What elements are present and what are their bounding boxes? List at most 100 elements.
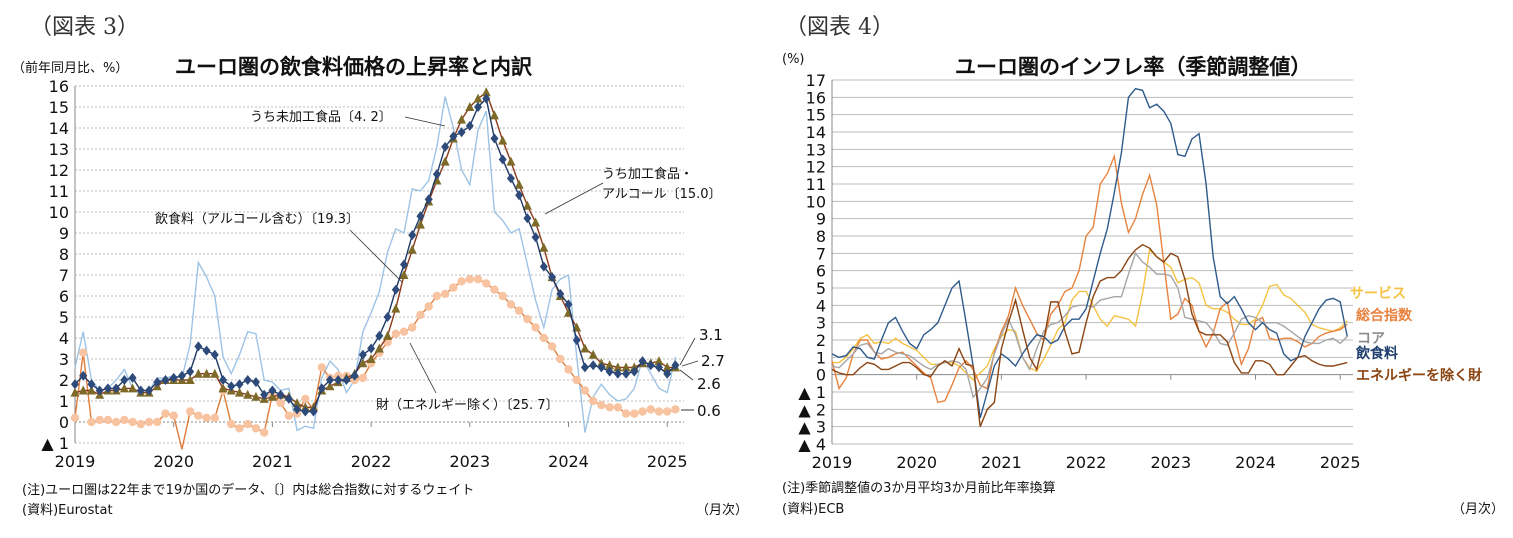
data-point xyxy=(79,348,88,357)
data-point xyxy=(564,299,573,310)
data-point xyxy=(489,110,499,120)
data-point xyxy=(613,403,623,412)
data-point xyxy=(490,285,499,294)
data-point xyxy=(235,387,244,397)
data-point xyxy=(391,329,400,338)
data-point xyxy=(556,354,565,364)
data-point xyxy=(671,405,680,414)
data-point xyxy=(474,102,483,112)
data-point xyxy=(260,389,269,400)
data-point xyxy=(440,156,450,166)
leader-food-total xyxy=(349,229,403,283)
series-line xyxy=(74,91,676,408)
data-point xyxy=(465,120,474,131)
data-point xyxy=(432,169,441,180)
x-tick-label: 2020 xyxy=(896,453,937,472)
data-point xyxy=(71,379,79,390)
data-point xyxy=(523,314,532,324)
x-tick-label: 2024 xyxy=(548,452,589,471)
data-point xyxy=(317,363,326,372)
data-point xyxy=(235,424,244,433)
data-point xyxy=(128,417,137,427)
data-point xyxy=(391,303,401,313)
data-point xyxy=(235,379,244,390)
series-processed xyxy=(70,87,680,412)
data-point xyxy=(70,387,80,397)
data-point xyxy=(621,409,631,418)
data-point xyxy=(613,368,622,379)
data-point xyxy=(251,377,260,388)
data-point xyxy=(605,366,614,377)
series-s2 xyxy=(831,251,1348,399)
data-point xyxy=(646,405,655,414)
data-point xyxy=(572,335,581,346)
data-point xyxy=(514,179,524,189)
data-point xyxy=(482,93,491,104)
data-point xyxy=(267,391,277,401)
data-point xyxy=(301,394,310,404)
x-tick-label: 2022 xyxy=(1066,453,1107,472)
data-point xyxy=(531,323,540,332)
annotation-non-energy-goods: 財（エネルギー除く）〔25. 7〕 xyxy=(376,398,559,413)
data-point xyxy=(210,368,220,378)
data-point xyxy=(358,358,368,368)
y-tick-label: 10 xyxy=(806,192,826,211)
figure-label-4: （図表 4） xyxy=(785,15,894,40)
data-point xyxy=(185,375,195,384)
data-point xyxy=(86,385,96,395)
data-point xyxy=(383,312,392,322)
data-point xyxy=(580,386,590,395)
series-line xyxy=(831,87,1348,419)
data-point xyxy=(119,383,129,393)
data-point xyxy=(506,173,515,184)
data-point xyxy=(663,368,672,379)
data-point xyxy=(367,343,376,354)
y-tick-label: 3 xyxy=(59,350,69,369)
y-tick-label: 1 xyxy=(816,348,826,367)
end-label-2-6: 2.6 xyxy=(697,375,721,393)
data-point xyxy=(292,398,302,408)
data-point xyxy=(588,349,598,359)
y-tick-label: 9 xyxy=(59,224,69,243)
y-tick-label: 16 xyxy=(49,77,69,96)
data-point xyxy=(564,365,573,374)
data-point xyxy=(589,360,598,371)
series-left xyxy=(70,87,680,450)
data-point xyxy=(161,409,170,418)
data-point xyxy=(621,362,631,372)
data-point xyxy=(399,327,409,336)
x-tick-label: 2023 xyxy=(1150,453,1191,472)
data-point xyxy=(210,413,220,422)
data-point xyxy=(153,377,162,388)
y-tick-label: ▲ 3 xyxy=(798,418,826,437)
data-point xyxy=(374,343,384,353)
data-point xyxy=(415,219,425,229)
leader-non-energy-goods xyxy=(409,342,437,394)
grid-right xyxy=(831,79,1353,445)
data-point xyxy=(284,411,294,420)
x-tick-label: 2021 xyxy=(981,453,1022,472)
data-point xyxy=(498,135,508,145)
data-point xyxy=(490,133,499,144)
y-tick-label: 3 xyxy=(816,314,826,333)
series-line xyxy=(831,153,1348,404)
data-point xyxy=(268,385,277,396)
x-tick-label: 2020 xyxy=(153,452,194,471)
data-point xyxy=(210,349,219,360)
data-point xyxy=(440,289,450,299)
series-food_total xyxy=(71,93,680,417)
data-point xyxy=(605,360,615,370)
data-point xyxy=(416,211,425,222)
leader-processed xyxy=(544,182,604,215)
data-point xyxy=(630,366,639,377)
data-point xyxy=(128,383,138,393)
data-point xyxy=(186,366,195,377)
y-tick-label: 6 xyxy=(59,287,69,306)
data-point xyxy=(473,93,483,103)
annotation-processed-1: うち加工食品・ xyxy=(602,166,693,182)
y-tick-label: 12 xyxy=(49,161,69,180)
data-point xyxy=(457,114,467,124)
data-point xyxy=(358,373,368,383)
chart-title-right: ユーロ圏のインフレ率（季節調整値） xyxy=(955,55,1311,79)
data-point xyxy=(120,415,129,425)
